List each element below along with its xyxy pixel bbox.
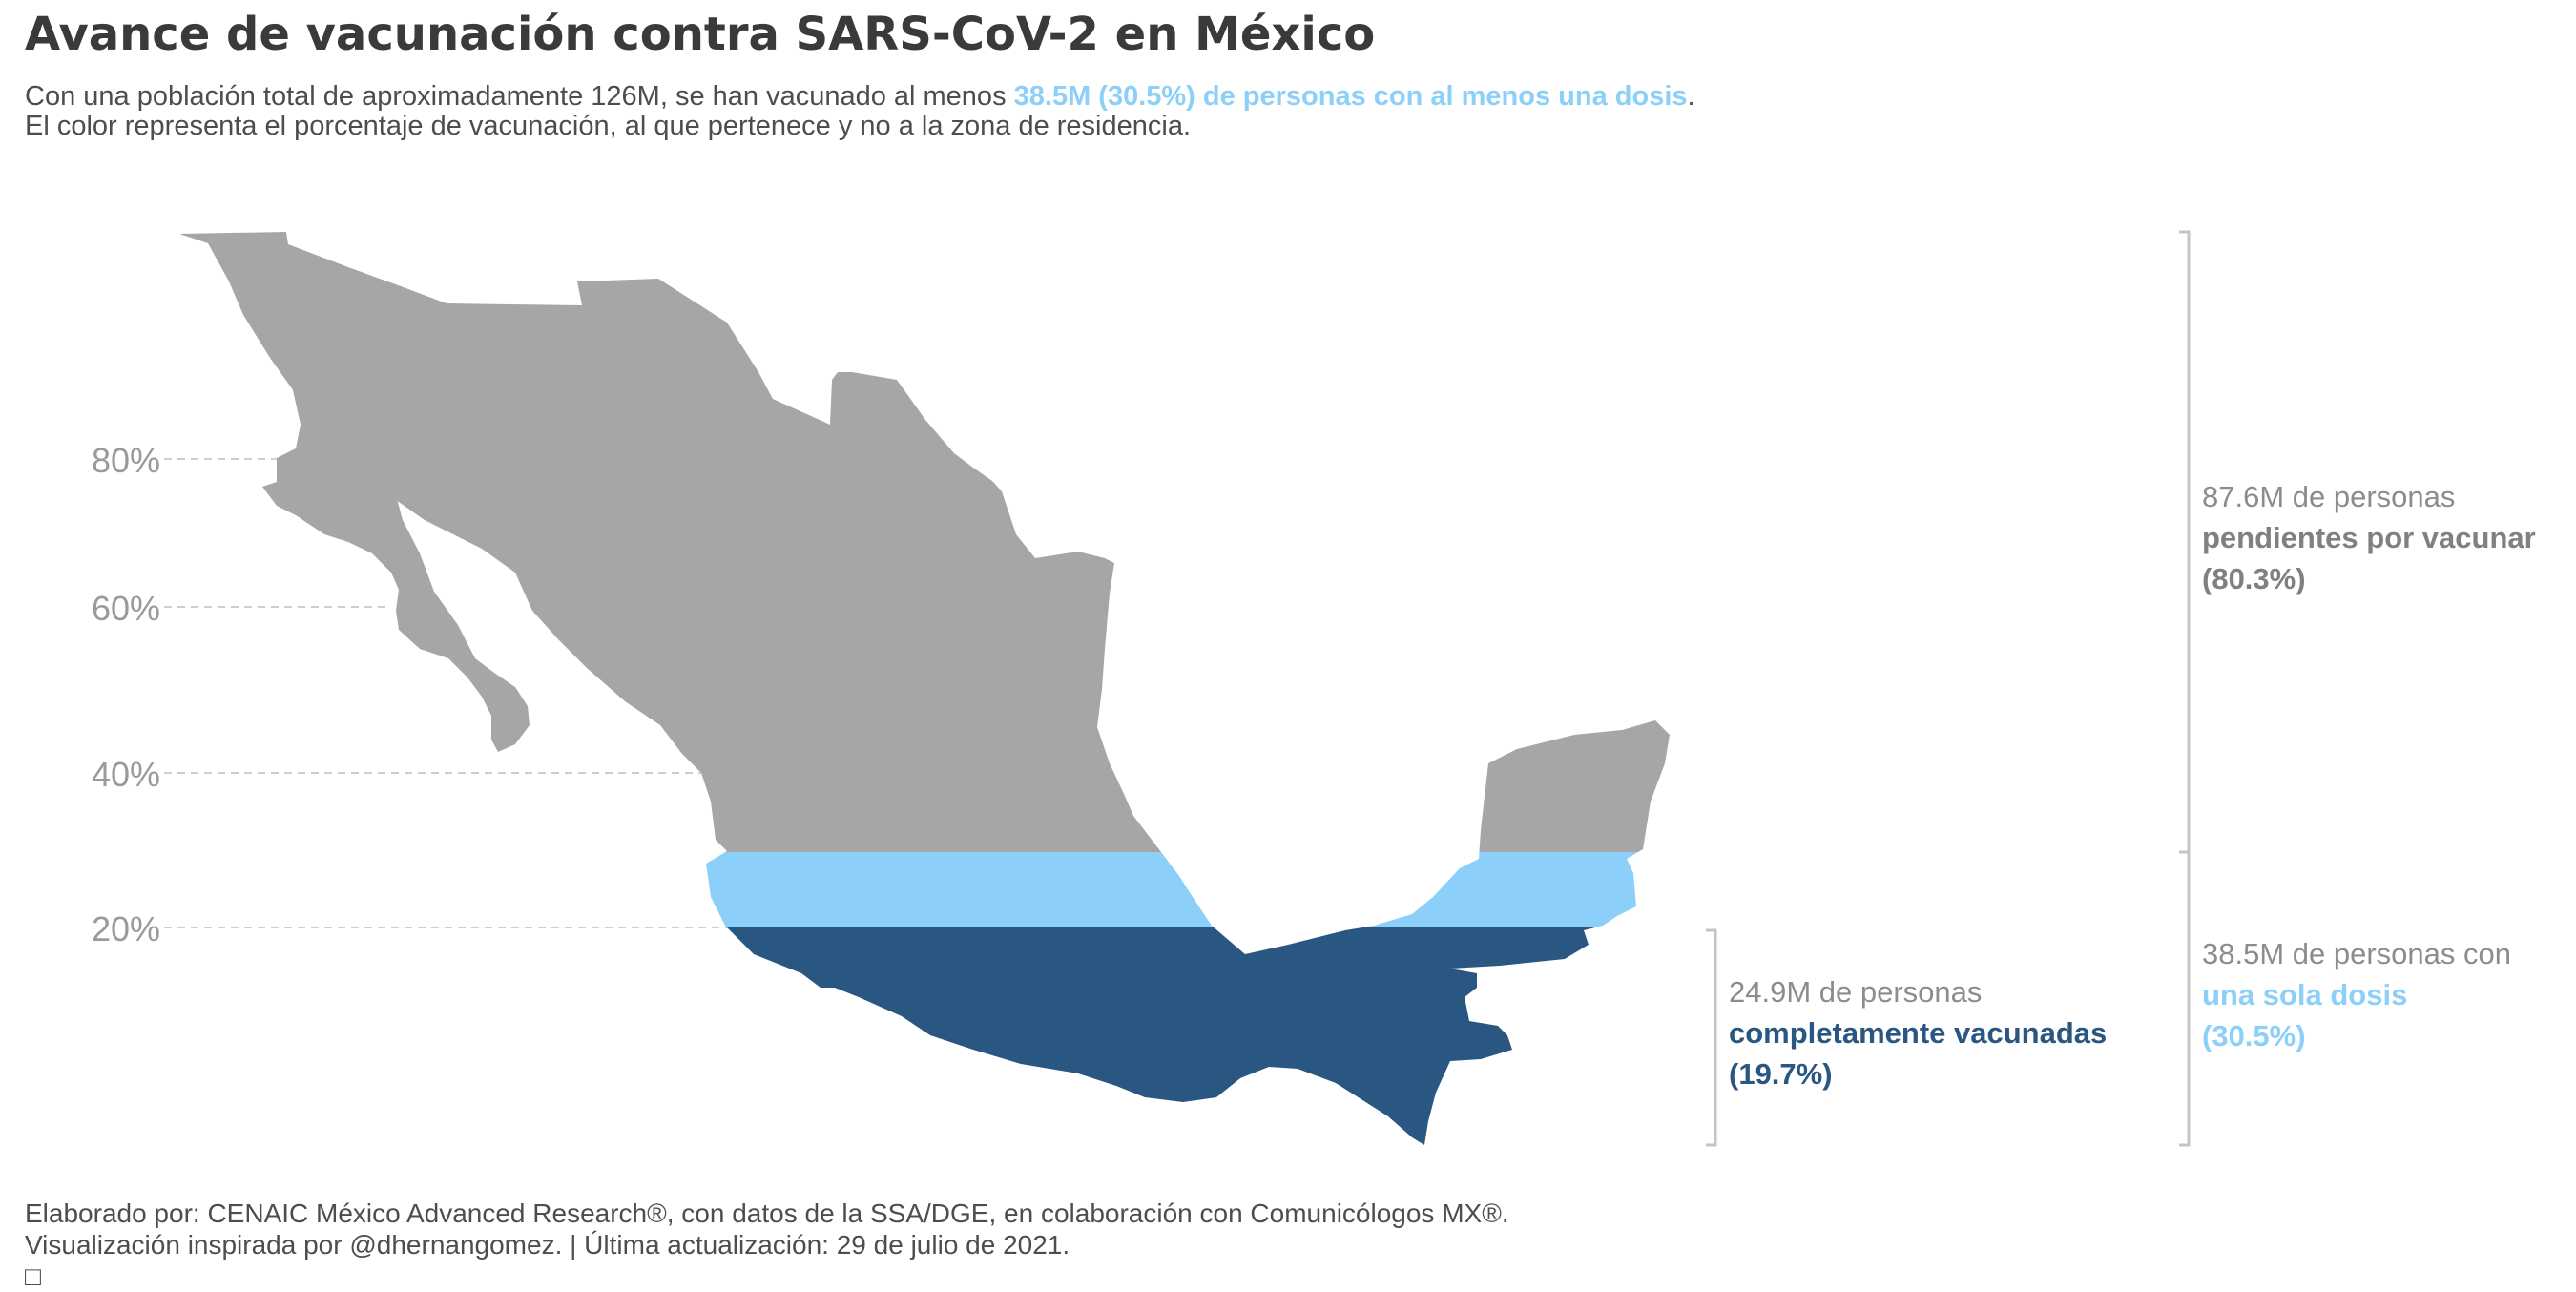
annotation-single-line2: una sola dosis xyxy=(2202,978,2408,1011)
chart-subtitle: Con una población total de aproximadamen… xyxy=(25,82,1695,141)
annotation-complete-line2: completamente vacunadas xyxy=(1729,1016,2108,1050)
bracket-single xyxy=(2179,850,2191,1147)
footer-glyph: □ xyxy=(25,1261,41,1291)
annotation-single-line3: (30.5%) xyxy=(2202,1019,2306,1052)
footer: Elaborado por: CENAIC México Advanced Re… xyxy=(25,1198,1509,1292)
y-tick-label-60: 60% xyxy=(92,589,160,628)
y-tick-label-40: 40% xyxy=(92,755,160,794)
subtitle-prefix: Con una población total de aproximadamen… xyxy=(25,81,1014,112)
subtitle-suffix: . xyxy=(1687,81,1695,112)
brackets xyxy=(1706,230,2191,1147)
subtitle-highlight: 38.5M (30.5%) de personas con al menos u… xyxy=(1013,81,1688,112)
subtitle-line-2: El color representa el porcentaje de vac… xyxy=(25,111,1192,141)
annotation-pending-line3: (80.3%) xyxy=(2202,562,2306,595)
y-tick-label-20: 20% xyxy=(92,909,160,948)
annotation-complete-line1: 24.9M de personas xyxy=(1729,975,1983,1009)
annotation-pending-line2: pendientes por vacunar xyxy=(2202,521,2536,554)
annotation-single-line1: 38.5M de personas con xyxy=(2202,937,2511,970)
bracket-complete xyxy=(1706,928,1717,1147)
subtitle-line-1: Con una población total de aproximadamen… xyxy=(25,82,1695,112)
y-gridlines xyxy=(164,458,754,928)
bracket-pending xyxy=(2179,230,2191,854)
footer-update: Visualización inspirada por @dhernangome… xyxy=(25,1230,1070,1260)
y-axis-labels: 80% 60% 40% 20% xyxy=(92,441,160,948)
band-single-dose xyxy=(179,852,1670,927)
annotation-pending: 87.6M de personas pendientes por vacunar… xyxy=(2202,476,2536,599)
band-complete xyxy=(179,927,1670,1145)
band-pending xyxy=(179,232,1670,852)
chart-title: Avance de vacunación contra SARS-CoV-2 e… xyxy=(25,8,1376,61)
annotation-single: 38.5M de personas con una sola dosis (30… xyxy=(2202,933,2511,1056)
mexico-map xyxy=(179,232,1670,1145)
annotation-complete: 24.9M de personas completamente vacunada… xyxy=(1729,971,2107,1094)
y-tick-label-80: 80% xyxy=(92,441,160,480)
annotation-pending-line1: 87.6M de personas xyxy=(2202,480,2456,513)
footer-credit: Elaborado por: CENAIC México Advanced Re… xyxy=(25,1198,1509,1228)
annotation-complete-line3: (19.7%) xyxy=(1729,1057,1833,1091)
